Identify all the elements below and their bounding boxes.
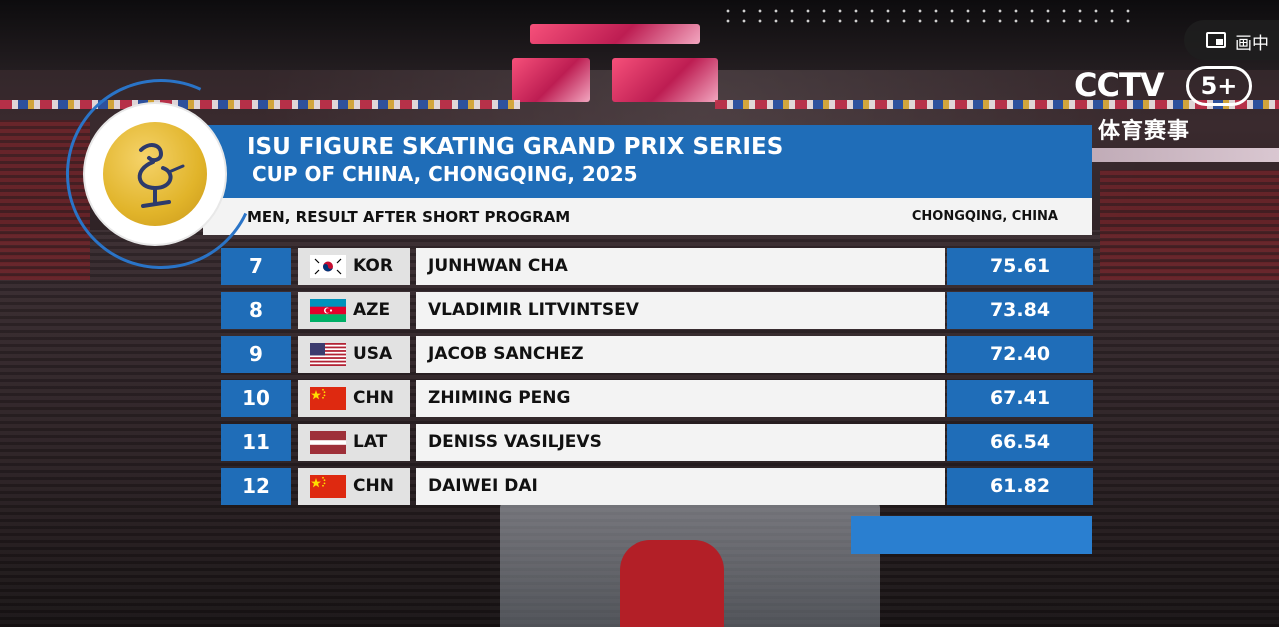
table-row: 7 KOR JUNHWAN CHA 75.61 <box>221 248 1093 285</box>
video-board <box>512 58 590 102</box>
usa-flag-icon <box>310 343 346 366</box>
rank-cell: 9 <box>221 336 291 373</box>
china-flag-icon <box>310 387 346 410</box>
china-flag-icon <box>310 475 346 498</box>
gold-medal <box>103 122 207 226</box>
nation-code: CHN <box>353 388 394 408</box>
nation-cell: USA <box>298 336 410 373</box>
skater-name: DENISS VASILJEVS <box>428 432 602 452</box>
nation-cell: CHN <box>298 468 410 505</box>
score-cell: 72.40 <box>947 336 1093 373</box>
results-header: ISU FIGURE SKATING GRAND PRIX SERIES CUP… <box>203 125 1092 198</box>
table-row: 9 USA JACOB SANCHEZ 72.40 <box>221 336 1093 373</box>
results-subheader: MEN, RESULT AFTER SHORT PROGRAM CHONGQIN… <box>203 198 1092 235</box>
red-seats <box>0 120 90 280</box>
channel-number: 5+ <box>1186 66 1252 106</box>
skater-name-cell: VLADIMIR LITVINTSEV <box>416 292 945 329</box>
rank-cell: 12 <box>221 468 291 505</box>
location-label: CHONGQING, CHINA <box>911 209 1058 224</box>
pip-icon <box>1206 32 1226 48</box>
skater-name-cell: DAIWEI DAI <box>416 468 945 505</box>
skater-name: VLADIMIR LITVINTSEV <box>428 300 639 320</box>
category-label: MEN, RESULT AFTER SHORT PROGRAM <box>247 208 571 226</box>
latvia-flag-icon <box>310 431 346 454</box>
azerbaijan-flag-icon <box>310 299 346 322</box>
video-board <box>530 24 700 44</box>
score-cell: 73.84 <box>947 292 1093 329</box>
table-row: 12 CHN DAIWEI DAI 61.82 <box>221 468 1093 505</box>
event-title: CUP OF CHINA, CHONGQING, 2025 <box>252 162 638 186</box>
nation-code: LAT <box>353 432 388 452</box>
nation-cell: LAT <box>298 424 410 461</box>
rank-cell: 8 <box>221 292 291 329</box>
score-cell: 66.54 <box>947 424 1093 461</box>
korea-flag-icon <box>310 255 346 278</box>
red-seats <box>1100 170 1279 280</box>
skater-name: ZHIMING PENG <box>428 388 571 408</box>
ceiling-lights <box>720 6 1140 26</box>
channel-logo: CCTV 5+ <box>1074 66 1254 110</box>
score-cell: 61.82 <box>947 468 1093 505</box>
skater-name: JUNHWAN CHA <box>428 256 568 276</box>
skater-name-cell: JUNHWAN CHA <box>416 248 945 285</box>
skater-name: DAIWEI DAI <box>428 476 538 496</box>
skater-name-cell: JACOB SANCHEZ <box>416 336 945 373</box>
isu-emblem <box>85 104 225 244</box>
nation-cell: CHN <box>298 380 410 417</box>
nation-code: AZE <box>353 300 391 320</box>
picture-in-picture-button[interactable]: 画中 <box>1184 20 1279 60</box>
rank-cell: 11 <box>221 424 291 461</box>
score-cell: 67.41 <box>947 380 1093 417</box>
score-cell: 75.61 <box>947 248 1093 285</box>
skater-name: JACOB SANCHEZ <box>428 344 584 364</box>
flag-banner <box>0 100 520 109</box>
channel-subtitle: 体育赛事 <box>1098 119 1191 144</box>
nation-cell: AZE <box>298 292 410 329</box>
nation-code: CHN <box>353 476 394 496</box>
table-row: 10 CHN ZHIMING PENG 67.41 <box>221 380 1093 417</box>
skater-name-cell: ZHIMING PENG <box>416 380 945 417</box>
video-board <box>612 58 718 102</box>
series-title: ISU FIGURE SKATING GRAND PRIX SERIES <box>247 134 784 160</box>
skater-name-cell: DENISS VASILJEVS <box>416 424 945 461</box>
light-band <box>1090 148 1279 162</box>
pip-label: 画中 <box>1235 34 1269 54</box>
flag-banner <box>715 100 1279 109</box>
kiss-and-cry-area <box>620 540 724 627</box>
table-row: 11 LAT DENISS VASILJEVS 66.54 <box>221 424 1093 461</box>
rank-cell: 7 <box>221 248 291 285</box>
nation-code: KOR <box>353 256 393 276</box>
table-row: 8 AZE VLADIMIR LITVINTSEV 73.84 <box>221 292 1093 329</box>
skater-icon <box>137 143 185 208</box>
cctv-logo-text: CCTV <box>1074 66 1165 104</box>
rank-cell: 10 <box>221 380 291 417</box>
nation-cell: KOR <box>298 248 410 285</box>
nation-code: USA <box>353 344 393 364</box>
empty-score-bar <box>851 516 1092 554</box>
